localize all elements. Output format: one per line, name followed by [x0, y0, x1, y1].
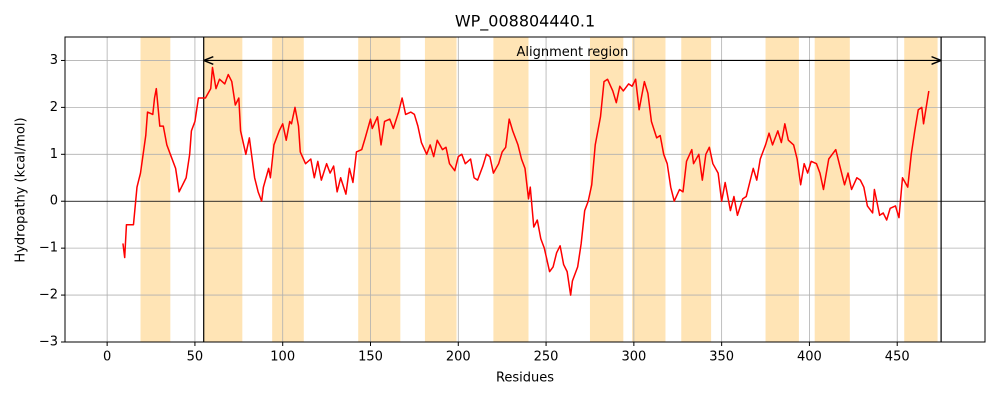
alignment-span [904, 37, 938, 342]
x-tick-label: 200 [446, 350, 471, 365]
y-tick-label: 3 [50, 53, 58, 68]
hydropathy-line [122, 66, 930, 296]
plot-frame [64, 36, 986, 343]
alignment-span [681, 37, 712, 342]
alignment-span [814, 37, 850, 342]
x-tick-label: 250 [534, 350, 559, 365]
annotation-text: Alignment region [516, 45, 628, 60]
y-tick-label: 1 [50, 147, 58, 162]
y-tick-label: −3 [39, 335, 58, 350]
x-axis-label: Residues [496, 371, 554, 386]
y-tick-label: −1 [39, 241, 58, 256]
x-tick-label: 350 [709, 350, 734, 365]
alignment-span [589, 37, 624, 342]
y-tick-label: 2 [50, 100, 58, 115]
alignment-span [358, 37, 401, 342]
alignment-span [140, 37, 171, 342]
x-tick-label: 150 [358, 350, 383, 365]
x-tick-label: 50 [187, 350, 204, 365]
chart-title: WP_008804440.1 [455, 12, 595, 32]
y-axis-label: Hydropathy (kcal/mol) [14, 117, 29, 262]
x-tick-label: 400 [797, 350, 822, 365]
alignment-span [632, 37, 666, 342]
x-tick-label: 450 [885, 350, 910, 365]
alignment-span [493, 37, 529, 342]
x-tick-label: 0 [103, 350, 111, 365]
alignment-span [424, 37, 457, 342]
y-tick-label: 0 [50, 194, 58, 209]
x-tick-label: 100 [270, 350, 295, 365]
x-tick-label: 300 [621, 350, 646, 365]
y-tick-label: −2 [39, 288, 58, 303]
alignment-span [272, 37, 304, 342]
alignment-span [765, 37, 799, 342]
